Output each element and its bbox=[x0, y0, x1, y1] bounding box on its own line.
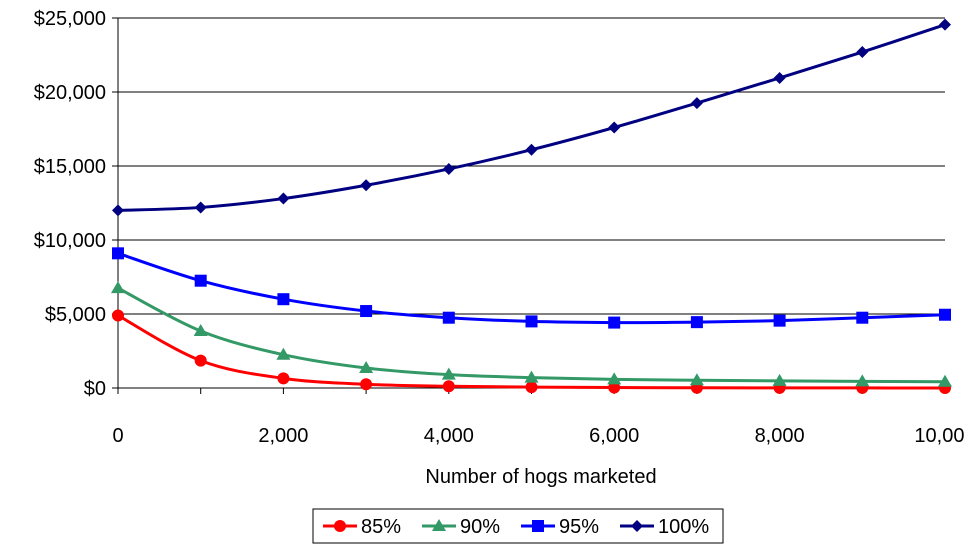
series-100pct-line bbox=[117, 23, 946, 212]
series-100pct-point bbox=[112, 204, 124, 217]
series-95pct-point bbox=[194, 274, 207, 287]
series-95pct-point bbox=[856, 311, 869, 324]
legend-95pct-label: 95% bbox=[559, 516, 599, 538]
gridlines bbox=[118, 17, 945, 315]
series-95pct-point bbox=[442, 311, 455, 324]
series-95pct-point bbox=[525, 315, 538, 328]
series-95pct-point bbox=[939, 308, 951, 321]
series-90pct-point bbox=[524, 370, 539, 383]
legend-85pct-label: 85% bbox=[361, 516, 401, 538]
series-100pct-point bbox=[360, 179, 373, 192]
y-tick-label: $0 bbox=[84, 378, 106, 400]
legend-95pct-swatch-marker bbox=[532, 520, 544, 532]
y-tick-label: $10,000 bbox=[34, 230, 106, 252]
series-100pct-point bbox=[442, 162, 455, 175]
legend-90pct-label: 90% bbox=[460, 516, 500, 538]
series-90pct-point bbox=[441, 367, 456, 380]
legend-90pct-swatch-marker bbox=[432, 519, 446, 531]
legend-box bbox=[312, 508, 724, 544]
series-90pct-point bbox=[855, 374, 870, 387]
series-lines bbox=[117, 23, 946, 390]
x-tick-label: 6,000 bbox=[589, 425, 639, 447]
series-100pct-point bbox=[773, 71, 786, 84]
y-tick-label: $5,000 bbox=[45, 304, 106, 326]
y-tick-label: $20,000 bbox=[34, 82, 106, 104]
series-95pct-point bbox=[360, 305, 373, 318]
series-100pct-point bbox=[856, 46, 869, 59]
series-85pct-point bbox=[194, 354, 207, 367]
series-95pct-point bbox=[608, 316, 621, 329]
series-100pct-point bbox=[277, 192, 290, 205]
x-axis-title: Number of hogs marketed bbox=[425, 466, 656, 488]
series-95pct-point bbox=[690, 316, 703, 329]
series-90pct-point bbox=[111, 281, 125, 294]
series-95pct-point bbox=[112, 247, 124, 260]
x-tick-labels: 0 2,000 4,000 6,000 8,000 10,000 bbox=[112, 425, 965, 447]
series-90pct-point bbox=[193, 324, 208, 337]
series-100pct-point bbox=[690, 97, 703, 110]
series-90pct-line bbox=[117, 286, 946, 384]
x-tick-label: 10,000 bbox=[914, 425, 965, 447]
series-95pct-point bbox=[277, 293, 290, 306]
series-95pct-line bbox=[117, 251, 946, 325]
series-100pct-point bbox=[525, 143, 538, 156]
series-85pct-point bbox=[525, 381, 538, 394]
legend-100pct-swatch-marker bbox=[631, 520, 643, 532]
series-90pct-point bbox=[689, 373, 704, 386]
x-tick-label: 8,000 bbox=[755, 425, 805, 447]
y-tick-label: $15,000 bbox=[34, 156, 106, 178]
series-90pct-point bbox=[772, 373, 787, 386]
y-tick-labels: $0 $5,000 $10,000 $15,000 $20,000 $25,000 bbox=[34, 8, 106, 400]
series-90pct-point bbox=[938, 374, 952, 387]
axes bbox=[112, 17, 946, 394]
series-100pct-point bbox=[608, 121, 621, 134]
series-90pct-point bbox=[276, 347, 291, 360]
legend: 85% 90% 95% 100% bbox=[312, 508, 724, 544]
series-90pct-point bbox=[607, 372, 622, 385]
series-85pct-point bbox=[112, 309, 124, 322]
series-90pct-point bbox=[359, 361, 374, 374]
series-85pct-point bbox=[277, 372, 290, 385]
legend-85pct-swatch-marker bbox=[334, 520, 346, 532]
x-tick-label: 0 bbox=[112, 425, 123, 447]
series-100pct-point bbox=[939, 18, 951, 31]
series-85pct-point bbox=[442, 380, 455, 393]
y-tick-label: $25,000 bbox=[34, 8, 106, 30]
series-95pct-point bbox=[773, 314, 786, 327]
legend-100pct-label: 100% bbox=[658, 516, 709, 538]
series-85pct-point bbox=[608, 381, 621, 394]
series-markers bbox=[111, 18, 952, 394]
x-tick-label: 4,000 bbox=[424, 425, 474, 447]
series-100pct-point bbox=[194, 201, 207, 214]
x-tick-label: 2,000 bbox=[258, 425, 308, 447]
series-85pct-point bbox=[360, 378, 373, 391]
